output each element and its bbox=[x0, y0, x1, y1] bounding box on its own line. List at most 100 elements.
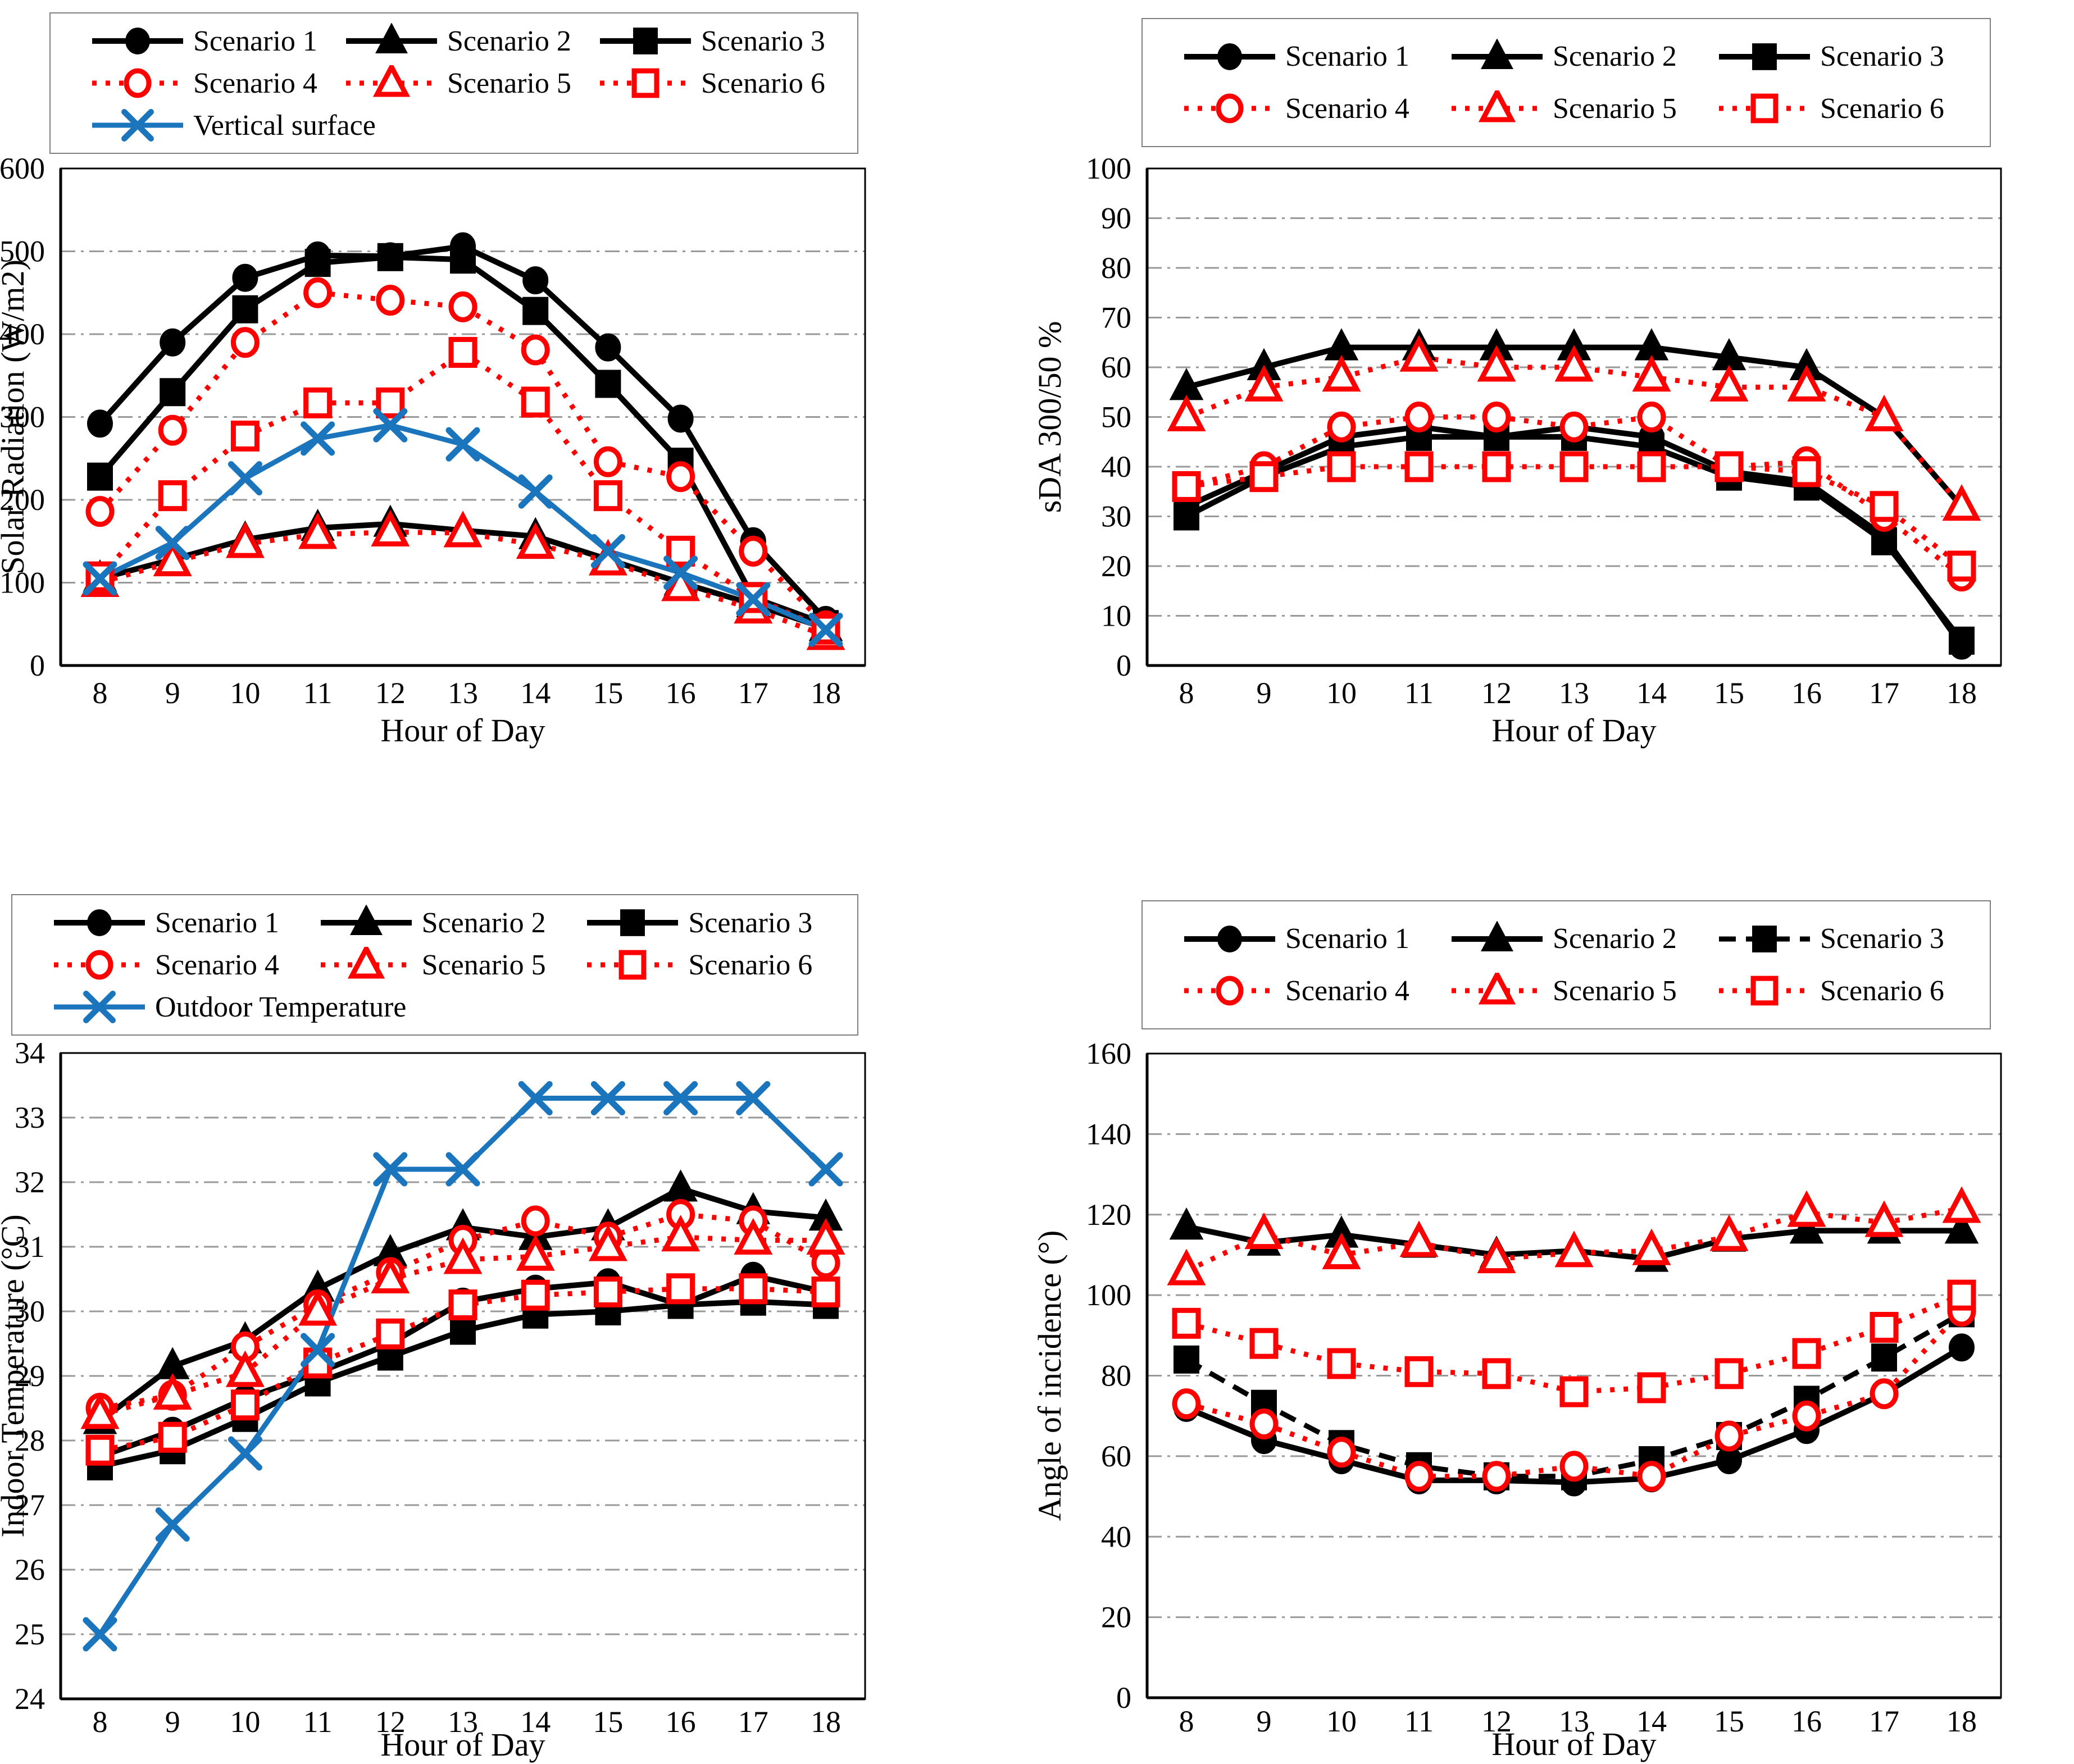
x-tick-label: 13 bbox=[1559, 676, 1589, 710]
x-tick-label: 18 bbox=[811, 676, 841, 710]
triangle-marker-icon bbox=[1452, 920, 1543, 951]
circle-marker-icon bbox=[1184, 976, 1275, 1006]
y-tick-label: 26 bbox=[15, 1553, 45, 1587]
x-tick-label: 10 bbox=[1326, 676, 1357, 710]
legend-item: Scenario 1 bbox=[52, 905, 319, 941]
x-tick-label: 15 bbox=[593, 676, 623, 710]
x-tick-label: 9 bbox=[1257, 676, 1272, 710]
y-tick-label: 160 bbox=[1086, 1037, 1131, 1070]
legend-row: Scenario 4 Scenario 5 Scenario 6 bbox=[90, 65, 852, 101]
x-tick-label: 15 bbox=[593, 1705, 623, 1739]
legend-row: Outdoor Temperature bbox=[52, 989, 852, 1025]
x-tick-label: 14 bbox=[1636, 1704, 1667, 1738]
y-axis-title: Angle of incidence (°) bbox=[1037, 1230, 1068, 1521]
legend-row: Vertical surface bbox=[90, 107, 852, 143]
legend-item: Scenario 1 bbox=[90, 23, 344, 59]
x-tick-label: 18 bbox=[1946, 1704, 1977, 1738]
legend-label: Scenario 2 bbox=[1553, 40, 1677, 73]
legend-item: Scenario 4 bbox=[52, 947, 319, 983]
legend-item: Scenario 6 bbox=[1717, 973, 1984, 1009]
legend-item: Scenario 3 bbox=[1717, 39, 1984, 75]
legend-label: Scenario 2 bbox=[1553, 923, 1677, 955]
x-tick-label: 17 bbox=[738, 676, 768, 710]
legend-item: Scenario 1 bbox=[1182, 921, 1449, 957]
y-tick-label: 34 bbox=[15, 1036, 45, 1070]
legend-item: Scenario 1 bbox=[1182, 39, 1449, 75]
x-tick-label: 8 bbox=[1179, 1704, 1194, 1738]
x-tick-label: 12 bbox=[375, 1705, 406, 1739]
legend-angle-of-incidence: Scenario 1 Scenario 2 Scenario 3 Scenario 4… bbox=[1141, 900, 1991, 1029]
y-tick-label: 27 bbox=[15, 1488, 45, 1522]
legend-label: Scenario 1 bbox=[1285, 923, 1409, 955]
legend-label: Scenario 3 bbox=[1820, 40, 1944, 73]
legend-label: Scenario 6 bbox=[701, 67, 825, 99]
y-tick-label: 28 bbox=[15, 1424, 45, 1457]
legend-solar-radiation: Scenario 1 Scenario 2 Scenario 3 Scenario 4… bbox=[49, 12, 858, 154]
legend-label: Scenario 5 bbox=[1553, 974, 1677, 1007]
y-tick-label: 90 bbox=[1101, 202, 1131, 235]
legend-item: Scenario 6 bbox=[585, 947, 852, 983]
x-tick-label: 8 bbox=[93, 1705, 108, 1739]
y-tick-label: 0 bbox=[1116, 649, 1131, 682]
plot-angle-of-incidence: 0 20 40 60 80 100 120 140 160 8 9 10 11 12 13 14 15 16 17 1… bbox=[1037, 1037, 2002, 1762]
square-marker-icon bbox=[1719, 925, 1810, 952]
x-tick-label: 8 bbox=[93, 676, 108, 710]
x-axis-title: Hour of Day bbox=[1491, 712, 1656, 749]
y-tick-label: 70 bbox=[1101, 301, 1131, 335]
y-tick-label: 30 bbox=[1101, 500, 1131, 534]
legend-row: Scenario 4 Scenario 5 Scenario 6 bbox=[52, 947, 852, 983]
square-marker-icon bbox=[587, 950, 679, 980]
x-tick-label: 14 bbox=[1636, 676, 1667, 710]
y-tick-label: 10 bbox=[1101, 599, 1131, 633]
legend-label: Scenario 1 bbox=[155, 906, 279, 939]
x-tick-label: 15 bbox=[1714, 1704, 1744, 1738]
legend-label: Scenario 1 bbox=[1285, 40, 1409, 73]
legend-label: Outdoor Temperature bbox=[155, 991, 407, 1023]
y-tick-label: 20 bbox=[1101, 549, 1131, 583]
circle-marker-icon bbox=[54, 909, 145, 936]
legend-label: Scenario 5 bbox=[421, 949, 546, 981]
y-tick-label: 500 bbox=[0, 235, 45, 268]
y-tick-label: 60 bbox=[1101, 350, 1131, 384]
y-tick-label: 80 bbox=[1101, 1359, 1131, 1393]
legend-item: Scenario 6 bbox=[1717, 90, 1984, 126]
x-tick-label: 10 bbox=[230, 676, 260, 710]
y-tick-label: 0 bbox=[1116, 1681, 1131, 1715]
legend-item: Scenario 5 bbox=[1449, 90, 1717, 126]
legend-row: Scenario 4 Scenario 5 Scenario 6 bbox=[1182, 90, 1984, 126]
square-marker-icon bbox=[1719, 93, 1810, 124]
x-tick-label: 14 bbox=[520, 676, 551, 710]
chart-angle-of-incidence: Scenario 1 Scenario 2 Scenario 3 Scenario 4… bbox=[1037, 882, 2074, 1764]
plot-indoor-temperature: 24 25 26 27 28 29 30 31 32 33 34 8 9 10 11 12 13 14 15 16 17… bbox=[0, 1036, 866, 1763]
x-tick-label: 17 bbox=[738, 1705, 768, 1739]
legend-label: Scenario 6 bbox=[1820, 974, 1944, 1007]
legend-row: Scenario 1 Scenario 2 Scenario 3 bbox=[1182, 38, 1984, 75]
x-tick-label: 10 bbox=[230, 1705, 260, 1739]
x-tick-label: 13 bbox=[448, 676, 478, 710]
legend-label: Scenario 3 bbox=[701, 25, 825, 57]
legend-item: Scenario 3 bbox=[598, 23, 852, 59]
legend-label: Scenario 4 bbox=[193, 67, 317, 99]
legend-row: Scenario 1 Scenario 2 Scenario 3 bbox=[52, 905, 852, 941]
x-tick-label: 11 bbox=[1404, 1704, 1434, 1738]
x-tick-label: 18 bbox=[1946, 676, 1977, 710]
x-tick-label: 16 bbox=[666, 1705, 696, 1739]
x-marker-icon bbox=[92, 109, 183, 142]
legend-item: Scenario 5 bbox=[319, 947, 585, 983]
legend-row: Scenario 4 Scenario 5 Scenario 6 bbox=[1182, 973, 1984, 1009]
chart-solar-radiation: Scenario 1 Scenario 2 Scenario 3 Scenario 4… bbox=[0, 0, 1037, 882]
square-marker-icon bbox=[1719, 43, 1810, 70]
triangle-marker-icon bbox=[346, 23, 437, 53]
x-tick-label: 13 bbox=[448, 1705, 478, 1739]
x-tick-label: 18 bbox=[811, 1705, 841, 1739]
circle-marker-icon bbox=[54, 950, 145, 980]
plot-solar-radiation: 0 100 200 300 400 500 600 8 9 10 11 12 13 14 15 16 17 18 H… bbox=[0, 152, 866, 749]
x-tick-label: 9 bbox=[165, 1705, 180, 1739]
square-marker-icon bbox=[587, 909, 679, 936]
y-tick-label: 32 bbox=[15, 1165, 45, 1199]
triangle-marker-icon bbox=[1452, 973, 1543, 1005]
legend-item: Vertical surface bbox=[90, 107, 376, 143]
x-axis-title: Hour of Day bbox=[380, 712, 545, 749]
legend-label: Scenario 2 bbox=[447, 25, 571, 57]
